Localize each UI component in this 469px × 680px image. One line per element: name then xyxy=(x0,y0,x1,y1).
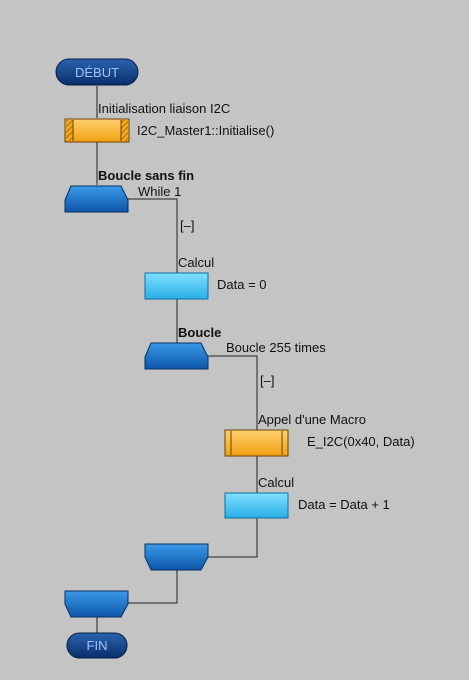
start-terminal[interactable]: DÉBUT xyxy=(55,58,139,86)
loop-outer-condition: While 1 xyxy=(138,184,181,199)
calc1-title: Calcul xyxy=(178,255,214,270)
macro-content: E_I2C(0x40, Data) xyxy=(307,434,415,449)
loop-inner-start[interactable]: Boucle Boucle 255 times xyxy=(144,325,326,370)
wire-calc2-innerend xyxy=(208,517,258,558)
init-block[interactable]: Initialisation liaison I2C I2C_Master1::… xyxy=(64,101,274,143)
loop-outer-end[interactable] xyxy=(64,590,129,618)
calc1-block[interactable]: Calcul Data = 0 xyxy=(144,255,267,300)
loop-outer-collapse-toggle[interactable]: [–] xyxy=(180,218,194,233)
loop-inner-end[interactable] xyxy=(144,543,209,571)
end-terminal[interactable]: FIN xyxy=(66,632,128,659)
loop-inner-condition: Boucle 255 times xyxy=(226,340,326,355)
connector-lines xyxy=(96,86,258,633)
loop-outer-start[interactable]: Boucle sans fin While 1 xyxy=(64,168,194,213)
wire-inner-macro xyxy=(208,355,258,430)
start-label: DÉBUT xyxy=(75,65,119,80)
calc1-content: Data = 0 xyxy=(217,277,267,292)
end-label: FIN xyxy=(87,638,108,653)
wire-loop-calc1 xyxy=(127,198,178,273)
loop-inner-title: Boucle xyxy=(178,325,221,340)
calc2-title: Calcul xyxy=(258,475,294,490)
init-content: I2C_Master1::Initialise() xyxy=(137,123,274,138)
macro-title: Appel d'une Macro xyxy=(258,412,366,427)
calc2-content: Data = Data + 1 xyxy=(298,497,390,512)
macro-block[interactable]: Appel d'une Macro E_I2C(0x40, Data) xyxy=(224,412,415,457)
loop-inner-collapse-toggle[interactable]: [–] xyxy=(260,373,274,388)
loop-outer-title: Boucle sans fin xyxy=(98,168,194,183)
calc2-block[interactable]: Calcul Data = Data + 1 xyxy=(224,475,390,519)
wire-innerend-outerend xyxy=(127,570,178,604)
init-title: Initialisation liaison I2C xyxy=(98,101,230,116)
